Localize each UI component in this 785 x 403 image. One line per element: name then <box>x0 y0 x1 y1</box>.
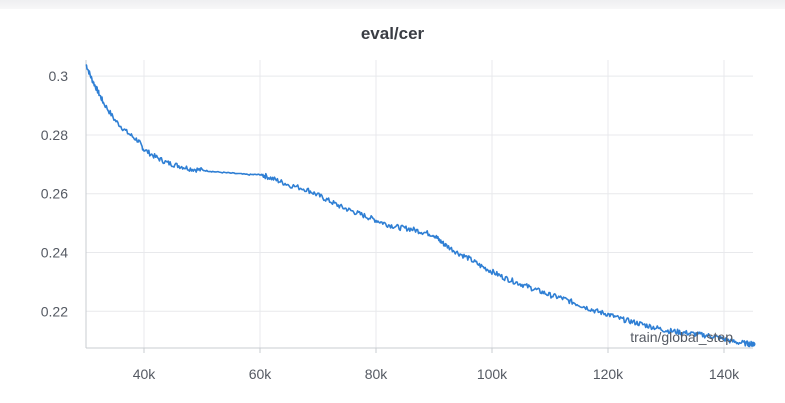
x-tick-label: 140k <box>709 366 740 382</box>
axes <box>85 60 753 353</box>
y-tick-label: 0.3 <box>49 68 69 84</box>
x-axis-label: train/global_step <box>630 329 733 345</box>
y-tick-label: 0.24 <box>41 244 68 260</box>
plot-area <box>85 64 756 348</box>
tick-labels: 0.22 0.24 0.26 0.28 0.3 40k 60k 80k 100k 120k 140k… <box>41 68 740 382</box>
series-line <box>85 64 754 348</box>
x-tick-label: 60k <box>249 366 273 382</box>
chart-title: eval/cer <box>360 24 425 43</box>
top-bar <box>0 0 785 9</box>
x-tick-label: 80k <box>365 366 389 382</box>
x-tick-label: 100k <box>477 366 508 382</box>
grid <box>86 60 753 348</box>
y-tick-label: 0.22 <box>41 303 68 319</box>
y-tick-label: 0.26 <box>41 186 68 202</box>
y-tick-label: 0.28 <box>41 127 68 143</box>
x-tick-label: 40k <box>133 366 157 382</box>
series-end-point <box>750 341 756 347</box>
x-tick-label: 120k <box>593 366 624 382</box>
